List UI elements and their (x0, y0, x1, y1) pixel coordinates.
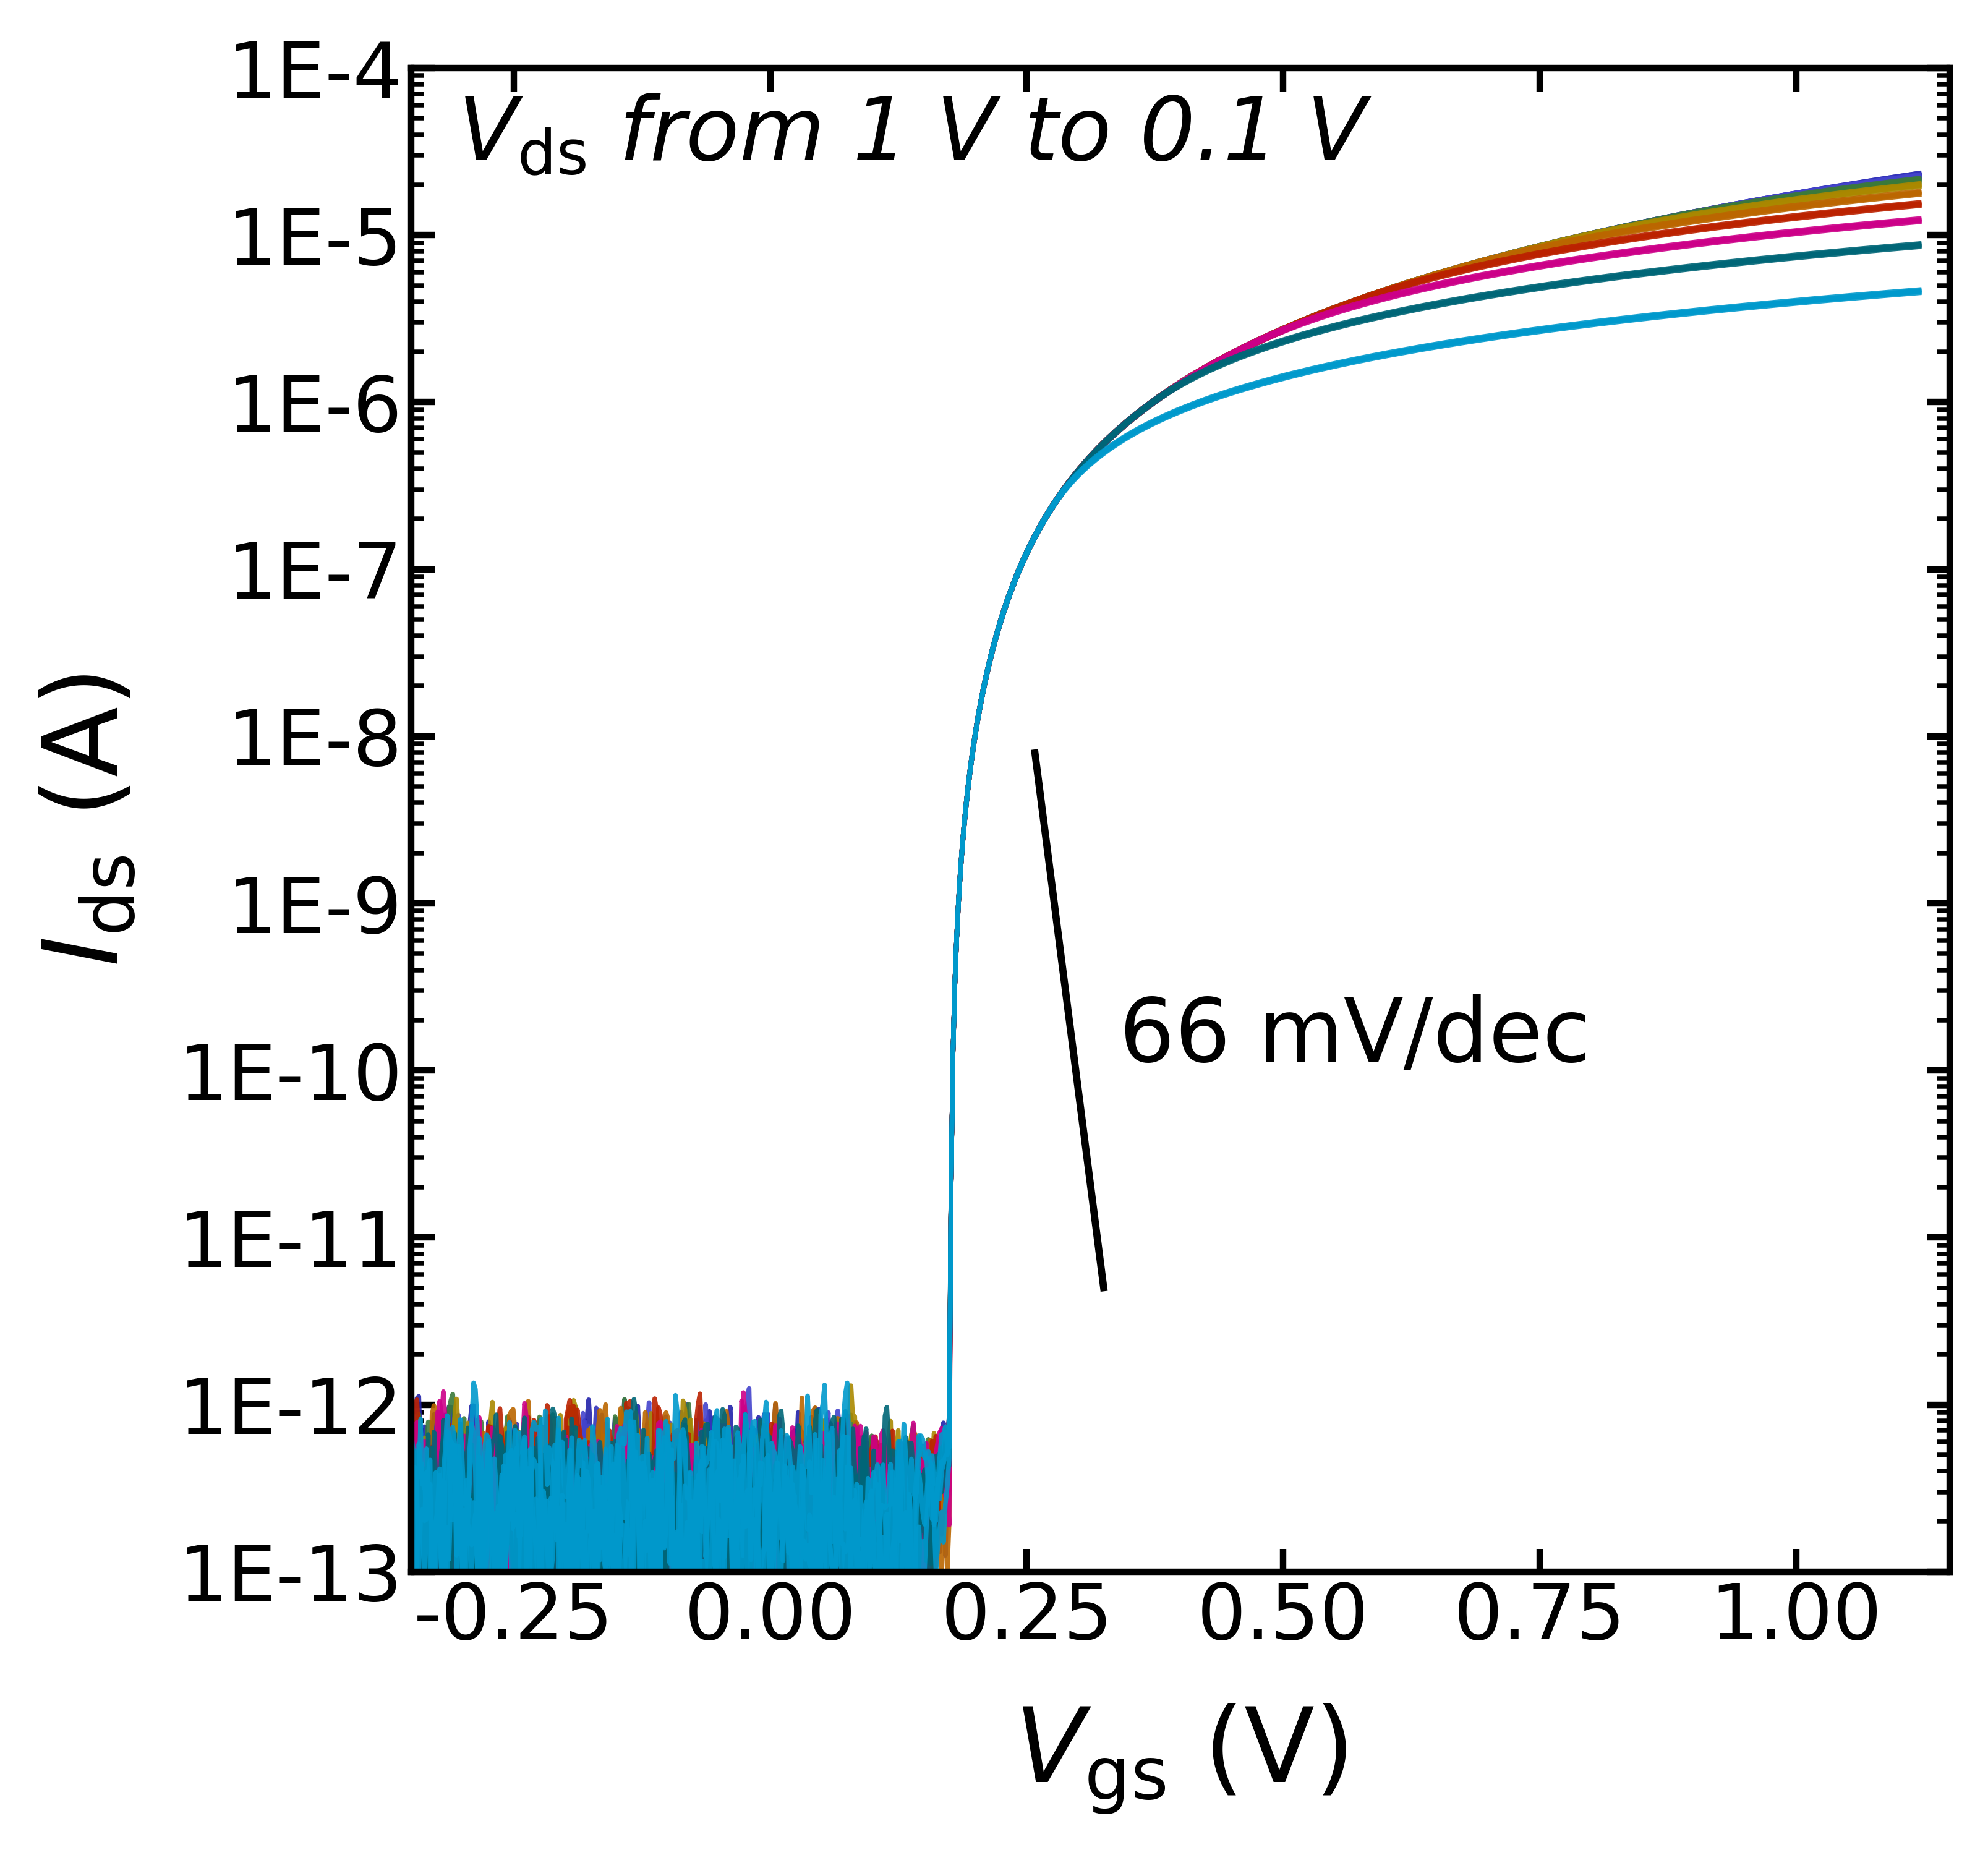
Text: 66 mV/dec: 66 mV/dec (1119, 994, 1590, 1080)
Text: $V_\mathrm{ds}$ from 1 V to 0.1 V: $V_\mathrm{ds}$ from 1 V to 0.1 V (457, 93, 1372, 178)
X-axis label: $V_\mathrm{gs}$ (V): $V_\mathrm{gs}$ (V) (1014, 1701, 1346, 1816)
Y-axis label: $I_\mathrm{ds}$ (A): $I_\mathrm{ds}$ (A) (38, 673, 139, 966)
